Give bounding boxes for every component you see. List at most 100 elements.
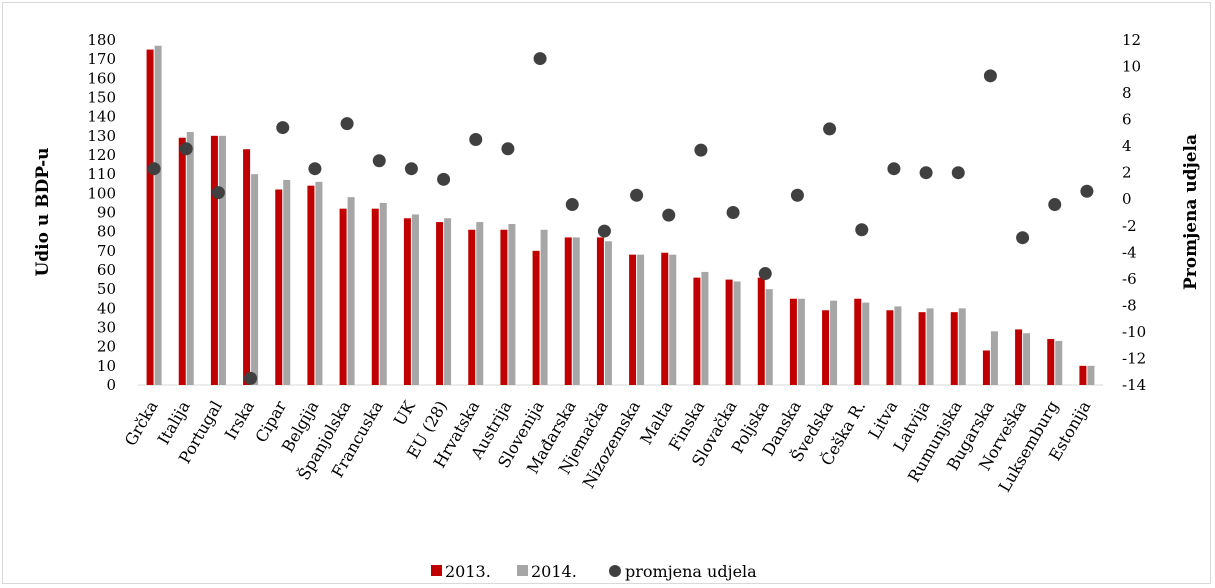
- left-tick-label: 180: [87, 31, 116, 49]
- legend-marker-change: [609, 565, 621, 577]
- left-tick-label: 20: [97, 338, 116, 356]
- bar-2014: [540, 229, 548, 385]
- right-tick-label: -2: [1122, 217, 1137, 235]
- bar-2013: [629, 254, 637, 385]
- right-axis-ticks: -14 -12 -10 -8 -6 -4 -2 0 2 4 6 8 10 12: [1122, 31, 1146, 394]
- change-marker: [147, 162, 161, 176]
- right-tick-label: 4: [1122, 137, 1132, 155]
- change-marker: [855, 223, 869, 237]
- bar-2014: [508, 224, 516, 385]
- legend-label-2013: 2013.: [445, 562, 491, 581]
- bar-2014: [572, 237, 580, 385]
- left-tick-label: 110: [87, 165, 116, 183]
- bar-2014: [765, 289, 773, 385]
- right-tick-label: 0: [1122, 190, 1132, 208]
- right-tick-label: 12: [1122, 31, 1141, 49]
- bar-2014: [958, 308, 966, 385]
- change-marker: [726, 206, 740, 219]
- bar-2014: [315, 181, 323, 385]
- bar-2013: [1015, 329, 1023, 385]
- bar-2013: [757, 277, 765, 385]
- legend-swatch-2013: [431, 565, 442, 576]
- bar-2013: [918, 312, 926, 385]
- left-axis-title: Udio u BDP-u: [33, 147, 53, 276]
- change-marker: [694, 143, 708, 157]
- change-marker: [372, 154, 386, 168]
- bar-2013: [725, 279, 733, 385]
- bar-2014: [1023, 333, 1031, 385]
- bar-2013: [532, 250, 540, 385]
- left-tick-label: 50: [97, 280, 116, 298]
- bar-2013: [789, 298, 797, 385]
- change-marker: [244, 371, 258, 385]
- change-marker: [211, 186, 225, 200]
- change-marker: [983, 69, 997, 83]
- left-tick-label: 170: [87, 50, 116, 68]
- left-tick-label: 120: [87, 146, 116, 164]
- change-marker: [662, 208, 676, 222]
- bar-2014: [186, 132, 194, 385]
- bar-2013: [661, 252, 669, 385]
- change-marker: [1048, 198, 1062, 212]
- change-marker: [308, 162, 322, 176]
- change-marker: [340, 117, 354, 131]
- bar-2014: [830, 300, 838, 385]
- bar-2013: [468, 229, 476, 385]
- right-tick-label: -6: [1122, 270, 1137, 288]
- left-tick-label: 130: [87, 127, 116, 145]
- bar-2014: [379, 202, 387, 385]
- left-tick-label: 40: [97, 299, 116, 317]
- bar-2013: [275, 189, 283, 385]
- category-labels: GrčkaItalijaPortugalIrskaCiparBelgijaŠpa…: [121, 397, 1095, 496]
- bar-2013: [436, 222, 444, 385]
- change-marker: [469, 133, 483, 147]
- bar-2014: [476, 222, 484, 385]
- change-marker: [276, 121, 290, 135]
- left-tick-label: 60: [97, 261, 116, 279]
- bar-2014: [604, 241, 612, 385]
- bar-2014: [926, 308, 934, 385]
- left-tick-label: 30: [97, 319, 116, 337]
- right-tick-label: -14: [1122, 376, 1146, 394]
- change-marker: [630, 188, 644, 202]
- right-tick-label: -12: [1122, 349, 1146, 367]
- bar-2013: [243, 149, 251, 385]
- left-tick-label: 10: [97, 357, 116, 375]
- bar-2013: [403, 218, 411, 385]
- change-marker: [1080, 184, 1094, 198]
- change-marker: [823, 122, 837, 136]
- bar-2014: [251, 174, 259, 385]
- change-marker: [565, 198, 579, 212]
- bar-2014: [1087, 365, 1095, 385]
- legend-label-2014: 2014.: [531, 562, 577, 581]
- bar-2014: [637, 254, 645, 385]
- bar-2014: [444, 218, 452, 385]
- left-tick-label: 100: [87, 184, 116, 202]
- bar-2013: [307, 185, 315, 385]
- bars: [146, 45, 1095, 385]
- bar-2014: [347, 197, 355, 385]
- right-tick-label: 6: [1122, 111, 1132, 129]
- legend: 2013. 2014. promjena udjela: [431, 562, 757, 581]
- bar-2014: [154, 45, 162, 385]
- bar-2013: [339, 208, 347, 385]
- bar-2013: [693, 277, 701, 385]
- right-tick-label: 8: [1122, 84, 1132, 102]
- bar-2013: [854, 298, 862, 385]
- category-label: UK: [390, 397, 420, 429]
- bar-2013: [500, 229, 508, 385]
- change-marker: [501, 142, 515, 156]
- change-marker: [1016, 231, 1030, 245]
- change-marker: [437, 172, 451, 186]
- bar-2013: [210, 135, 218, 385]
- bar-2013: [178, 137, 186, 385]
- bar-2013: [822, 310, 830, 385]
- left-tick-label: 80: [97, 223, 116, 241]
- left-tick-label: 0: [106, 376, 116, 394]
- bar-2014: [894, 306, 902, 385]
- bar-2014: [701, 271, 709, 385]
- change-marker: [597, 224, 611, 238]
- right-tick-label: -8: [1122, 296, 1137, 314]
